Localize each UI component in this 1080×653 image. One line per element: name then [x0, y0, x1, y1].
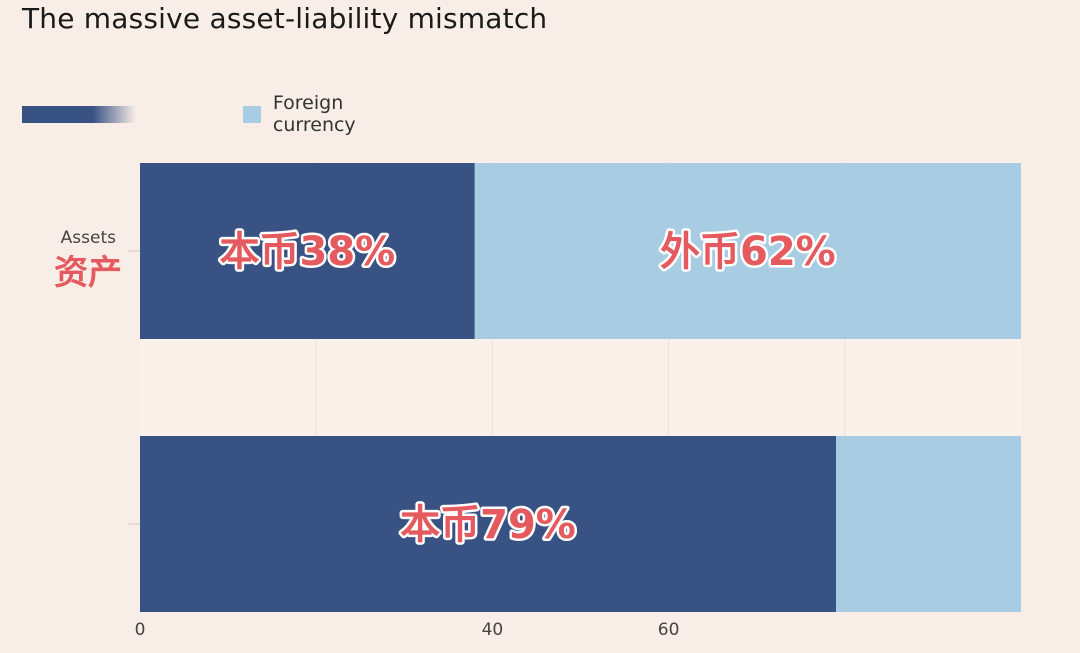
chart-title: The massive asset-liability mismatch [22, 2, 548, 35]
bar-0-series-0 [140, 163, 475, 339]
category-annotation-0: 资产 [54, 253, 122, 293]
legend-label-foreign: Foreign currency [272, 92, 356, 136]
bar-0-series-1 [474, 163, 1021, 339]
bar-annotation-1: 外币62% [660, 229, 836, 275]
bar-1-series-0 [140, 436, 836, 612]
legend-swatch-foreign [243, 105, 261, 123]
category-label-0: Assets [61, 228, 116, 248]
legend-item-domestic [22, 96, 148, 132]
x-tick-label-60: 60 [658, 620, 680, 640]
x-tick-label-0: 0 [135, 620, 146, 640]
x-tick-label-40: 40 [482, 620, 504, 640]
legend-item-foreign: Foreign currency [243, 92, 368, 136]
bar-annotation-0: 本币38% [220, 229, 396, 275]
bar-annotation-2: 本币79% [400, 502, 576, 548]
legend-swatch-domestic [22, 105, 136, 123]
bar-1-series-1 [835, 436, 1021, 612]
